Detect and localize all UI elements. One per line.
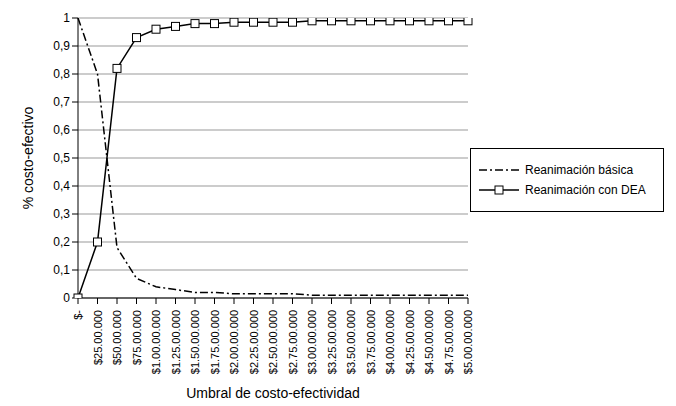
svg-text:$50.00.000: $50.00.000	[111, 310, 123, 365]
html-text:Reanimación básica: Reanimación básica	[525, 163, 634, 177]
svg-text:$3.00.00.000: $3.00.00.000	[306, 310, 318, 374]
svg-text:$2.00.00.000: $2.00.00.000	[228, 310, 240, 374]
svg-text:0,3: 0,3	[53, 207, 70, 221]
svg-text:$2.25.00.000: $2.25.00.000	[248, 310, 260, 374]
svg-text:0,1: 0,1	[53, 263, 70, 277]
svg-text:0,4: 0,4	[53, 179, 70, 193]
svg-text:% costo-efectivo: % costo-efectivo	[20, 106, 36, 209]
svg-text:$1.25.00.000: $1.25.00.000	[170, 310, 182, 374]
svg-text:Umbral de costo-efectividad: Umbral de costo-efectividad	[186, 385, 360, 398]
svg-text:0,6: 0,6	[53, 123, 70, 137]
svg-text:1: 1	[63, 11, 70, 25]
svg-text:$4.50.00.000: $4.50.00.000	[423, 310, 435, 374]
svg-text:$3.75.00.000: $3.75.00.000	[365, 310, 377, 374]
svg-text:$1.00.00.000: $1.00.00.000	[150, 310, 162, 374]
svg-text:$25.00.000: $25.00.000	[92, 310, 104, 365]
svg-text:$4.00.00.000: $4.00.00.000	[384, 310, 396, 374]
svg-text:0,8: 0,8	[53, 67, 70, 81]
svg-text:$-: $-	[72, 310, 84, 320]
svg-text:0,2: 0,2	[53, 235, 70, 249]
svg-text:0,5: 0,5	[53, 151, 70, 165]
svg-text:$5.00.00.000: $5.00.00.000	[462, 310, 474, 374]
svg-text:$1.75.00.000: $1.75.00.000	[209, 310, 221, 374]
svg-text:$3.25.00.000: $3.25.00.000	[326, 310, 338, 374]
html-text:Reanimación con DEA: Reanimación con DEA	[525, 183, 646, 197]
svg-text:$4.25.00.000: $4.25.00.000	[404, 310, 416, 374]
svg-text:$2.50.00.000: $2.50.00.000	[267, 310, 279, 374]
svg-text:$2.75.00.000: $2.75.00.000	[287, 310, 299, 374]
svg-text:$3.50.00.000: $3.50.00.000	[345, 310, 357, 374]
svg-text:0: 0	[63, 291, 70, 305]
svg-text:0,7: 0,7	[53, 95, 70, 109]
svg-text:$4.75.00.000: $4.75.00.000	[443, 310, 455, 374]
svg-text:$1.50.00.000: $1.50.00.000	[189, 310, 201, 374]
svg-text:0,9: 0,9	[53, 39, 70, 53]
svg-text:$75.00.000: $75.00.000	[131, 310, 143, 365]
